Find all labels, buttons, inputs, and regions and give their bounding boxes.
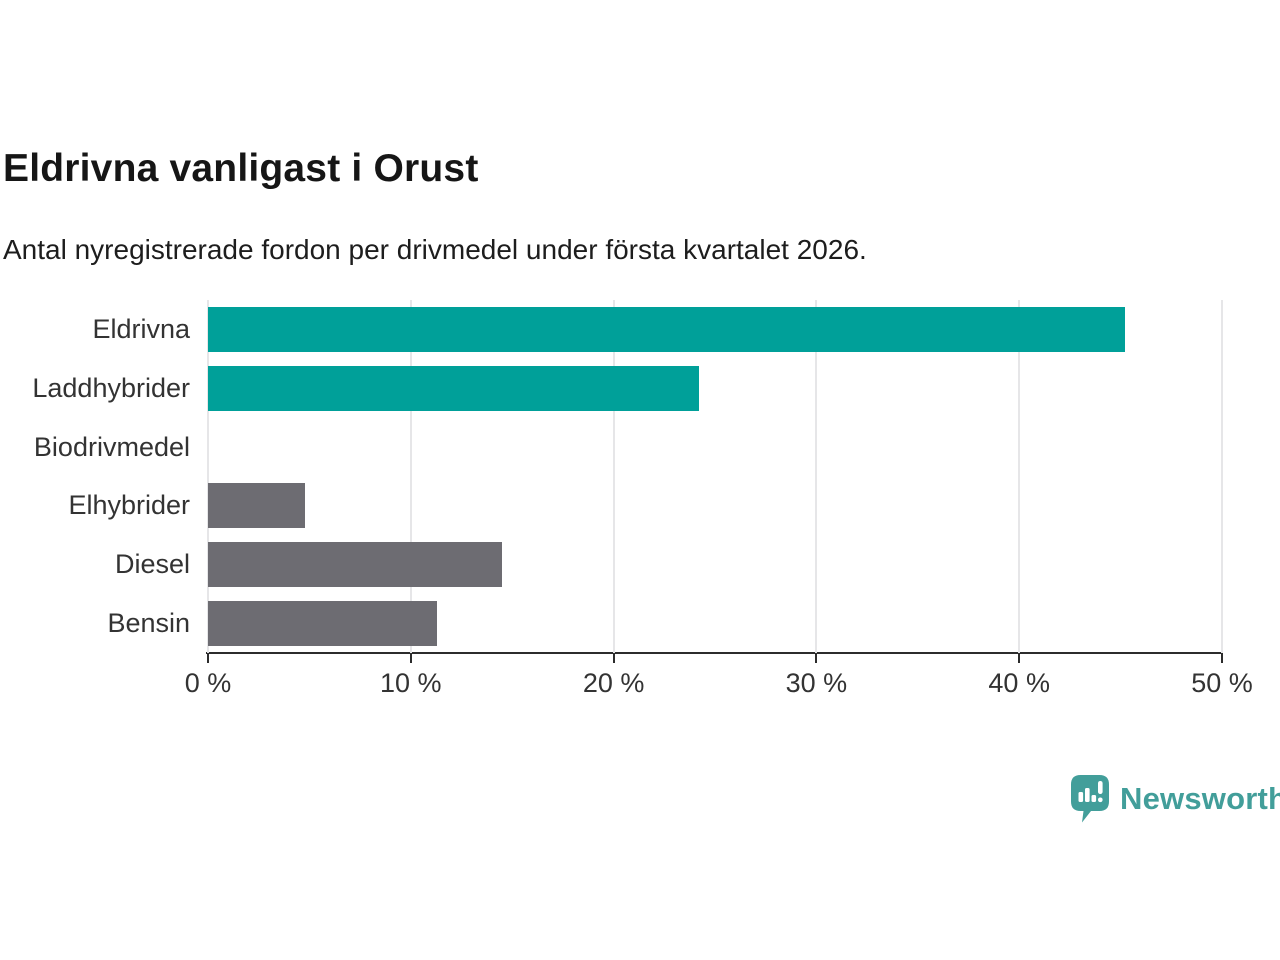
x-tick-40pct bbox=[1018, 653, 1021, 663]
bar-eldrivna bbox=[208, 306, 1125, 352]
bar-bensin bbox=[208, 601, 438, 647]
x-tick-label-30pct: 30 % bbox=[785, 668, 848, 698]
bar-diesel bbox=[208, 542, 503, 588]
brand-footer: Newsworthy bbox=[1071, 775, 1280, 823]
y-label-biodrivmedel: Biodrivmedel bbox=[33, 431, 190, 462]
x-tick-label-0pct: 0 % bbox=[184, 668, 232, 698]
x-tick-label-40pct: 40 % bbox=[988, 668, 1050, 698]
x-tick-10pct bbox=[409, 653, 412, 663]
x-tick-label-50pct: 50 % bbox=[1191, 668, 1253, 698]
chart-subtitle: Antal nyregistrerade fordon per drivmede… bbox=[3, 234, 867, 265]
bar-chart-plot-area: 0 % 10 % 20 % 30 % 40 % 50 % bbox=[185, 300, 1253, 698]
x-tick-30pct bbox=[815, 653, 818, 663]
bar-laddhybrider bbox=[208, 365, 699, 411]
y-label-diesel: Diesel bbox=[114, 549, 190, 580]
x-tick-20pct bbox=[612, 653, 615, 663]
brand-name: Newsworthy bbox=[1120, 781, 1280, 816]
gridline-20pct bbox=[612, 300, 615, 653]
x-tick-label-10pct: 10 % bbox=[380, 668, 442, 698]
gridline-40pct bbox=[1018, 300, 1021, 653]
gridline-10pct bbox=[409, 300, 412, 653]
y-label-bensin: Bensin bbox=[107, 608, 190, 639]
x-tick-50pct bbox=[1221, 653, 1223, 663]
y-label-elhybrider: Elhybrider bbox=[68, 490, 190, 521]
gridline-0pct bbox=[207, 300, 209, 653]
y-label-eldrivna: Eldrivna bbox=[92, 313, 190, 344]
gridline-50pct bbox=[1221, 300, 1223, 653]
x-tick-label-20pct: 20 % bbox=[582, 668, 645, 698]
y-label-laddhybrider: Laddhybrider bbox=[32, 372, 190, 403]
x-tick-0pct bbox=[207, 653, 209, 663]
newsworthy-logo-icon bbox=[1071, 775, 1109, 823]
y-axis-labels: Eldrivna Laddhybrider Biodrivmedel Elhybrid… bbox=[0, 300, 190, 653]
chart-title: Eldrivna vanligast i Orust bbox=[3, 147, 479, 190]
gridline-30pct bbox=[815, 300, 818, 653]
x-axis-line bbox=[206, 652, 1222, 654]
bar-elhybrider bbox=[208, 483, 306, 529]
